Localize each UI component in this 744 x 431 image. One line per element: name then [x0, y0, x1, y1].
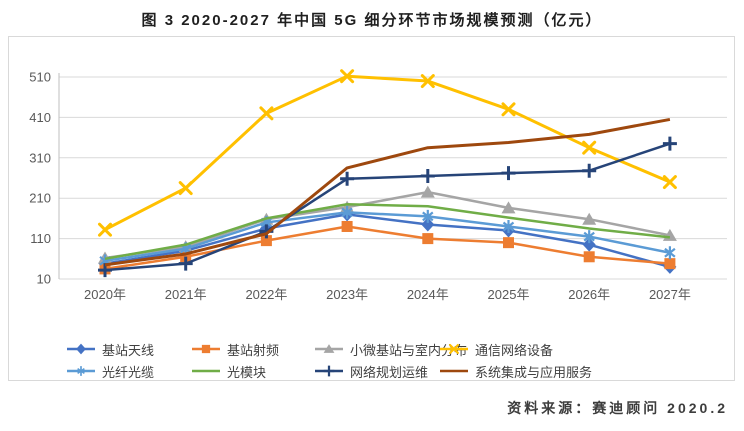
legend-label: 网络规划运维: [350, 364, 429, 380]
legend-label: 通信网络设备: [475, 342, 554, 358]
svg-text:2021年: 2021年: [165, 287, 207, 302]
svg-text:2027年: 2027年: [649, 287, 691, 302]
legend-label: 系统集成与应用服务: [475, 364, 593, 380]
legend-marker-icon: [315, 365, 343, 377]
svg-text:310: 310: [29, 150, 51, 165]
legend-label: 基站天线: [102, 342, 155, 358]
legend-label: 小微基站与室内分布: [350, 342, 468, 358]
legend-marker-icon: [315, 344, 343, 353]
svg-text:110: 110: [30, 231, 51, 246]
chart-title: 图 3 2020-2027 年中国 5G 细分环节市场规模预测（亿元）: [141, 12, 603, 29]
legend-item: 光模块: [191, 361, 266, 381]
legend-item: 小微基站与室内分布: [314, 339, 467, 359]
legend-item: 网络规划运维: [314, 361, 428, 381]
legend-marker-icon: [440, 369, 468, 373]
legend-item: 基站射频: [191, 339, 279, 359]
legend-marker-icon: [67, 343, 95, 355]
legend-marker-icon: [440, 344, 468, 354]
svg-text:510: 510: [29, 70, 51, 85]
legend-item: 通信网络设备: [439, 339, 553, 359]
line-chart: 10 110 210 310 410 510 2020年 2021年 2022年 2023年 202…: [29, 69, 727, 302]
legend-label: 光纤光缆: [102, 364, 155, 380]
legend-item: 基站天线: [66, 339, 154, 359]
chart-container: 10 110 210 310 410 510 2020年 2021年 2022年 2023年 202…: [8, 36, 735, 381]
svg-text:210: 210: [29, 191, 51, 206]
legend-item: 光纤光缆: [66, 361, 154, 381]
svg-text:2022年: 2022年: [245, 287, 287, 302]
legend-marker-icon: [192, 344, 220, 354]
svg-text:2026年: 2026年: [568, 287, 610, 302]
legend-label: 基站射频: [227, 342, 280, 358]
legend-marker-icon: [67, 366, 95, 376]
svg-text:2023年: 2023年: [326, 287, 368, 302]
legend-label: 光模块: [227, 364, 267, 380]
chart-legend: 基站天线 基站射频 小微基站与室内分布 通信网络设备光纤光缆 光模块 网络规划运维 系统集成…: [9, 335, 734, 381]
svg-text:2024年: 2024年: [407, 287, 449, 302]
source-note: 资料来源：赛迪顾问 2020.2: [507, 400, 728, 416]
legend-item: 系统集成与应用服务: [439, 361, 592, 381]
legend-marker-icon: [192, 369, 220, 373]
svg-text:2020年: 2020年: [84, 287, 126, 302]
svg-text:410: 410: [29, 110, 51, 125]
svg-text:2025年: 2025年: [488, 287, 530, 302]
svg-text:10: 10: [37, 272, 51, 287]
